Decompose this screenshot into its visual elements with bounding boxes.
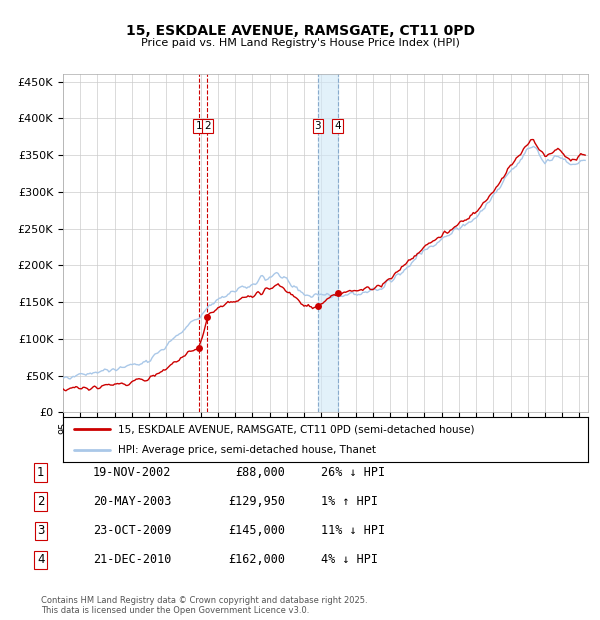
Text: 15, ESKDALE AVENUE, RAMSGATE, CT11 0PD (semi-detached house): 15, ESKDALE AVENUE, RAMSGATE, CT11 0PD (… — [118, 424, 475, 435]
Text: 4% ↓ HPI: 4% ↓ HPI — [321, 554, 378, 566]
Text: 21-DEC-2010: 21-DEC-2010 — [93, 554, 172, 566]
Text: HPI: Average price, semi-detached house, Thanet: HPI: Average price, semi-detached house,… — [118, 445, 376, 455]
Text: £88,000: £88,000 — [235, 466, 285, 479]
Text: 20-MAY-2003: 20-MAY-2003 — [93, 495, 172, 508]
Text: 1: 1 — [37, 466, 44, 479]
Text: 26% ↓ HPI: 26% ↓ HPI — [321, 466, 385, 479]
Text: £162,000: £162,000 — [228, 554, 285, 566]
Text: 23-OCT-2009: 23-OCT-2009 — [93, 525, 172, 537]
Text: 19-NOV-2002: 19-NOV-2002 — [93, 466, 172, 479]
Text: Price paid vs. HM Land Registry's House Price Index (HPI): Price paid vs. HM Land Registry's House … — [140, 38, 460, 48]
Text: 3: 3 — [37, 525, 44, 537]
Text: 1: 1 — [196, 121, 202, 131]
Text: 4: 4 — [335, 121, 341, 131]
Text: 2: 2 — [37, 495, 44, 508]
Text: 1% ↑ HPI: 1% ↑ HPI — [321, 495, 378, 508]
Bar — [318, 74, 338, 412]
Text: 3: 3 — [314, 121, 321, 131]
Text: £129,950: £129,950 — [228, 495, 285, 508]
Text: 15, ESKDALE AVENUE, RAMSGATE, CT11 0PD: 15, ESKDALE AVENUE, RAMSGATE, CT11 0PD — [125, 24, 475, 38]
Text: 2: 2 — [204, 121, 211, 131]
Text: 4: 4 — [37, 554, 44, 566]
Text: £145,000: £145,000 — [228, 525, 285, 537]
Text: Contains HM Land Registry data © Crown copyright and database right 2025.
This d: Contains HM Land Registry data © Crown c… — [41, 596, 367, 615]
Text: 11% ↓ HPI: 11% ↓ HPI — [321, 525, 385, 537]
